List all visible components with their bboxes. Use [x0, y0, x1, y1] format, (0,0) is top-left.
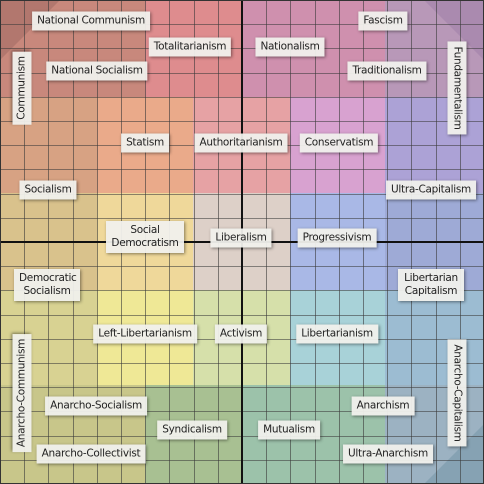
label: Anarcho-Collectivist [36, 444, 146, 464]
label: Nationalism [255, 37, 325, 57]
label: Ultra-Anarchism [343, 444, 433, 464]
label: Statism [121, 133, 169, 153]
label: Progressivism [297, 228, 377, 248]
label: Authoritarianism [194, 133, 288, 153]
label: Social Democratism [106, 221, 184, 253]
label: Fascism [358, 11, 408, 31]
label: Anarcho-Communism [12, 333, 32, 453]
label: Communism [12, 51, 32, 125]
label: Anarcho-Socialism [45, 396, 147, 416]
label: National Communism [32, 11, 150, 31]
label: Anarchism [351, 396, 415, 416]
label: Mutualism [258, 420, 320, 440]
label: Anarcho-Capitalism [447, 339, 467, 447]
label: National Socialism [46, 61, 148, 81]
label: Traditionalism [347, 61, 427, 81]
label: Ultra-Capitalism [386, 180, 476, 200]
label: Activism [214, 324, 268, 344]
label: Libertarianism [296, 324, 378, 344]
label: Conservatism [299, 133, 379, 153]
label: Democratic Socialism [14, 269, 80, 301]
label: Fundamentalism [447, 41, 467, 135]
label: Socialism [19, 180, 77, 200]
label: Liberalism [210, 228, 272, 248]
label: Totalitarianism [148, 37, 232, 57]
label: Libertarian Capitalism [398, 269, 464, 301]
label: Syndicalism [157, 420, 227, 440]
label: Left-Libertarianism [93, 324, 197, 344]
